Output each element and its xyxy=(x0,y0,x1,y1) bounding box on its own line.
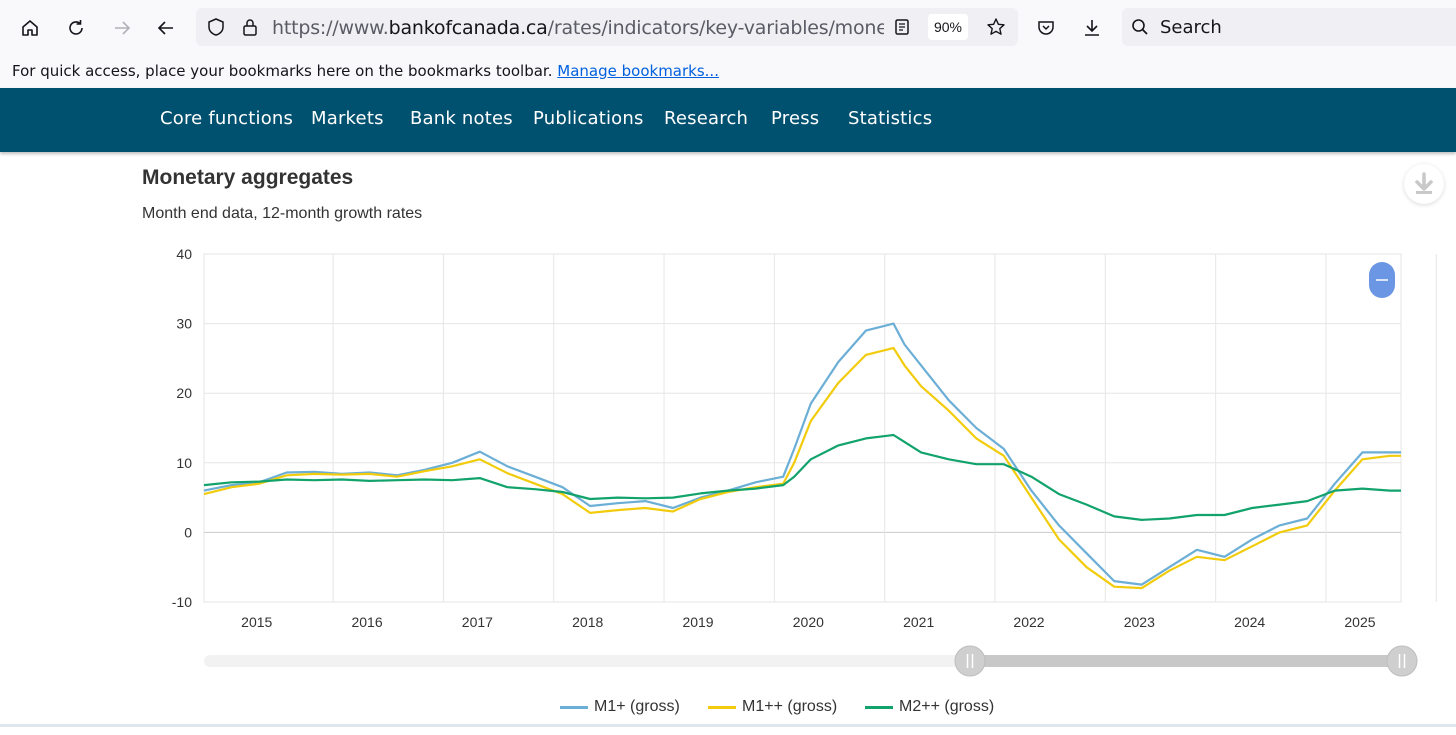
legend-label: M1++ (gross) xyxy=(742,698,838,715)
reload-icon[interactable] xyxy=(60,12,92,44)
y-tick-label: 0 xyxy=(184,524,192,540)
navigator-range xyxy=(970,655,1402,667)
nav-publications[interactable]: Publications xyxy=(533,108,644,129)
nav-markets[interactable]: Markets xyxy=(311,108,384,129)
legend-label: M1+ (gross) xyxy=(594,698,680,715)
reader-view-icon[interactable] xyxy=(886,11,918,43)
pocket-icon[interactable] xyxy=(1030,12,1062,44)
x-tick-label: 2019 xyxy=(682,614,713,630)
series-line-2 xyxy=(203,346,1401,590)
x-tick-label: 2016 xyxy=(351,614,382,630)
legend-swatch xyxy=(865,705,893,709)
x-tick-label: 2017 xyxy=(462,614,493,630)
page-divider xyxy=(0,724,1456,727)
bookmarks-toolbar: For quick access, place your bookmarks h… xyxy=(0,56,1456,88)
y-tick-label: 10 xyxy=(176,455,192,471)
url-path: /rates/indicators/key-variables/monetary… xyxy=(547,17,884,39)
x-tick-label: 2020 xyxy=(793,614,824,630)
series-line-1 xyxy=(203,322,1401,586)
chart-legend: M1+ (gross) M1++ (gross) M2++ (gross) xyxy=(0,698,1456,720)
legend-item-m2plusplus[interactable]: M2++ (gross) xyxy=(865,698,994,716)
legend-swatch xyxy=(560,705,588,709)
monetary-aggregates-chart: 40 30 20 10 0 -10 2015 2016 2017 2018 2019 2020 2021… xyxy=(172,246,1437,677)
chart-title: Monetary aggregates xyxy=(142,166,354,189)
download-chart-button[interactable] xyxy=(1404,164,1444,204)
downloads-icon[interactable] xyxy=(1076,12,1108,44)
y-tick-label: 20 xyxy=(176,385,192,401)
y-tick-label: -10 xyxy=(172,594,192,610)
x-tick-label: 2023 xyxy=(1124,614,1155,630)
series-line-3 xyxy=(203,433,1401,521)
nav-research[interactable]: Research xyxy=(664,108,749,129)
shield-icon[interactable] xyxy=(200,11,232,43)
nav-core-functions[interactable]: Core functions xyxy=(160,108,294,129)
x-tick-label: 2024 xyxy=(1234,614,1265,630)
forward-icon[interactable] xyxy=(106,12,138,44)
y-tick-label: 40 xyxy=(176,246,192,262)
legend-label: M2++ (gross) xyxy=(899,698,995,715)
address-bar[interactable]: https://www.bankofcanada.ca/rates/indica… xyxy=(196,8,1018,46)
url-text[interactable]: https://www.bankofcanada.ca/rates/indica… xyxy=(272,17,884,39)
legend-item-m1plusplus[interactable]: M1++ (gross) xyxy=(708,698,837,716)
browser-toolbar: https://www.bankofcanada.ca/rates/indica… xyxy=(0,0,1456,56)
navigator-right-handle[interactable] xyxy=(1386,645,1418,677)
back-icon[interactable] xyxy=(150,12,182,44)
search-placeholder: Search xyxy=(1160,17,1222,38)
chart-subtitle: Month end data, 12-month growth rates xyxy=(142,205,423,222)
x-tick-label: 2015 xyxy=(241,614,272,630)
manage-bookmarks-link[interactable]: Manage bookmarks... xyxy=(557,62,719,80)
x-tick-label: 2025 xyxy=(1344,614,1375,630)
x-tick-label: 2022 xyxy=(1013,614,1044,630)
url-domain: bankofcanada.ca xyxy=(388,17,548,39)
bookmark-star-icon[interactable] xyxy=(980,11,1012,43)
download-icon xyxy=(1415,172,1433,194)
url-prefix: https://www. xyxy=(272,17,389,39)
zoom-level[interactable]: 90% xyxy=(928,14,968,40)
navigator-left-handle[interactable] xyxy=(954,645,986,677)
y-tick-label: 30 xyxy=(176,316,192,332)
search-icon xyxy=(1124,11,1156,43)
lock-icon[interactable] xyxy=(234,11,266,43)
bookmarks-hint: For quick access, place your bookmarks h… xyxy=(12,62,553,80)
x-tick-label: 2018 xyxy=(572,614,603,630)
legend-item-m1plus[interactable]: M1+ (gross) xyxy=(560,698,680,716)
search-box[interactable]: Search xyxy=(1122,8,1456,46)
legend-swatch xyxy=(708,705,736,709)
nav-press[interactable]: Press xyxy=(771,108,820,129)
nav-statistics[interactable]: Statistics xyxy=(848,108,933,129)
nav-bank-notes[interactable]: Bank notes xyxy=(410,108,513,129)
x-tick-label: 2021 xyxy=(903,614,934,630)
site-navigation: Core functions Markets Bank notes Public… xyxy=(0,88,1456,152)
home-icon[interactable] xyxy=(14,12,46,44)
